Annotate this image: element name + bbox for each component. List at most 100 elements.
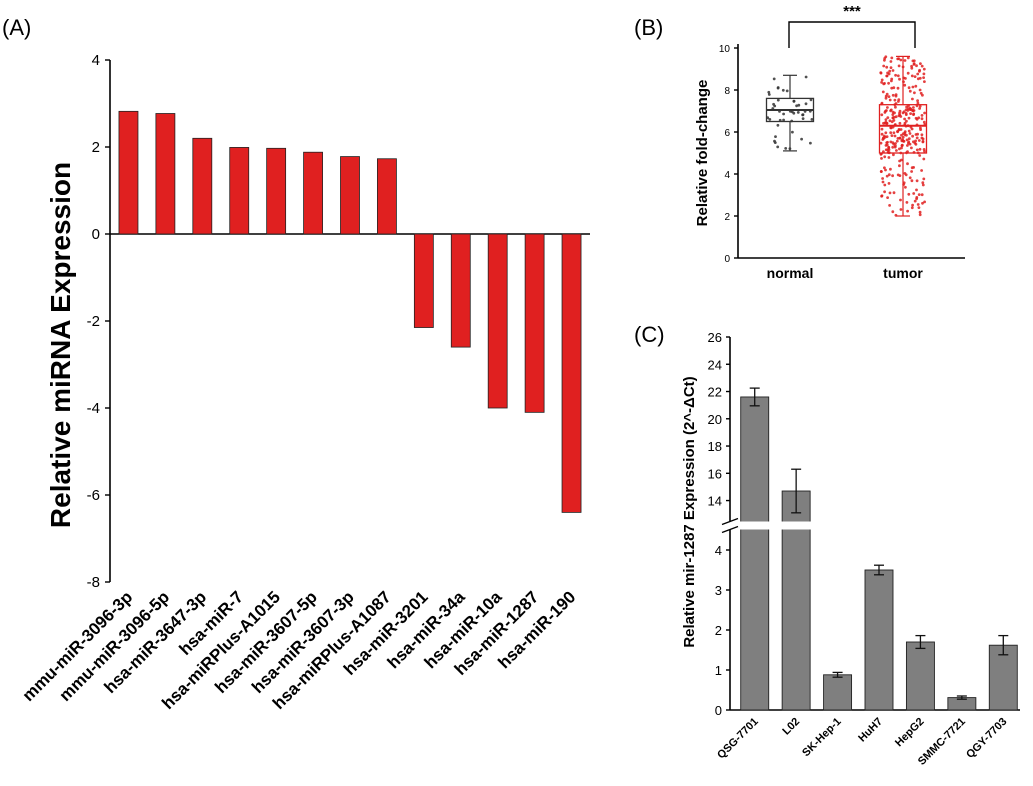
data-point-tumor [920, 114, 924, 117]
data-point-tumor [903, 131, 907, 135]
data-point-tumor [910, 206, 914, 210]
data-point-tumor [922, 177, 926, 181]
data-point-tumor [891, 116, 895, 120]
data-point-tumor [883, 155, 887, 159]
data-point-tumor [886, 106, 889, 109]
bar-mmu-mir-3096-5p [155, 113, 176, 235]
data-point-tumor [885, 65, 889, 69]
data-point-tumor [915, 136, 919, 140]
data-point-tumor [892, 153, 895, 157]
data-point-tumor [920, 169, 923, 172]
data-point-tumor [879, 71, 883, 74]
data-point-tumor [888, 98, 892, 102]
panel-c-label: (C) [634, 322, 665, 347]
bar-hsa-mirplus-a1015 [266, 147, 287, 235]
data-point-tumor [912, 59, 916, 63]
data-point-tumor [911, 134, 914, 138]
data-point-tumor [894, 115, 898, 119]
data-point-normal [776, 145, 780, 149]
data-point-tumor [898, 136, 902, 140]
bar-mmu-mir-3096-3p [118, 110, 139, 235]
data-point-normal [792, 111, 796, 115]
data-point-tumor [906, 56, 910, 60]
data-point-normal [772, 102, 775, 106]
bar-hsa-mir-1287 [524, 233, 545, 413]
bar-hepg2 [905, 641, 935, 711]
panel-c-y-tick-label: 3 [715, 583, 722, 598]
data-point-normal [781, 88, 785, 92]
data-point-tumor [921, 181, 925, 185]
panel-a-bar-chart: (A) Relative miRNA Expression 4 2 0 -2 -4 -6 -… [2, 15, 590, 713]
data-point-tumor [913, 75, 917, 78]
data-point-tumor [898, 147, 901, 151]
data-point-tumor [921, 93, 924, 97]
data-point-normal [776, 86, 780, 89]
data-point-tumor [914, 133, 918, 136]
data-point-tumor [887, 146, 891, 150]
data-point-tumor [918, 147, 922, 151]
data-point-tumor [879, 170, 883, 174]
data-point-tumor [915, 117, 919, 121]
data-point-tumor [914, 142, 918, 146]
data-point-tumor [900, 146, 903, 150]
data-point-tumor [897, 57, 901, 60]
data-point-tumor [884, 118, 888, 121]
data-point-tumor [909, 112, 912, 115]
data-point-tumor [884, 168, 887, 172]
data-point-tumor [880, 101, 884, 105]
data-point-tumor [879, 141, 883, 145]
data-point-tumor [880, 78, 884, 82]
bar-hsa-mir-3607-5p [303, 151, 323, 235]
data-point-tumor [904, 112, 908, 115]
data-point-tumor [887, 81, 890, 85]
data-point-tumor [888, 119, 892, 123]
data-point-tumor [891, 69, 895, 72]
panel-c-y-tick-label: 0 [715, 703, 722, 718]
data-point-tumor [886, 140, 889, 144]
data-point-tumor [887, 182, 891, 185]
data-point-tumor [884, 94, 888, 98]
data-point-normal [797, 103, 801, 107]
data-point-tumor [881, 177, 884, 180]
data-point-tumor [882, 121, 885, 125]
data-point-tumor [912, 113, 915, 116]
data-point-tumor [883, 166, 886, 170]
bar-qgy-7703 [988, 644, 1018, 711]
data-point-normal [772, 77, 776, 81]
data-point-tumor [907, 137, 911, 141]
data-point-tumor [898, 77, 901, 81]
x-label-hepg2: HepG2 [893, 716, 927, 750]
data-point-tumor [891, 113, 895, 116]
data-point-tumor [906, 209, 909, 213]
data-point-normal [809, 141, 812, 145]
panel-c-y-tick-label: 16 [708, 466, 722, 481]
panel-b-y-tick-label: 10 [719, 44, 731, 55]
x-label-l02: L02 [780, 716, 802, 738]
panel-a-label: (A) [2, 15, 31, 40]
data-point-normal [804, 75, 808, 79]
data-point-tumor [883, 183, 887, 187]
data-point-tumor [880, 157, 883, 160]
data-point-tumor [883, 111, 887, 114]
data-point-normal [801, 113, 805, 117]
panel-c-y-tick-label: 1 [715, 663, 722, 678]
data-point-tumor [880, 194, 884, 198]
data-point-tumor [919, 128, 922, 132]
data-point-tumor [896, 86, 900, 90]
data-point-tumor [894, 142, 897, 145]
panel-c-y-tick-label: 4 [715, 543, 722, 558]
data-point-tumor [921, 140, 925, 144]
data-point-tumor [890, 134, 894, 138]
data-point-tumor [923, 111, 926, 115]
data-point-tumor [910, 179, 914, 183]
panel-b-label: (B) [634, 15, 663, 40]
data-point-normal [767, 93, 771, 96]
data-point-tumor [907, 129, 911, 133]
data-point-tumor [920, 193, 924, 197]
data-point-tumor [917, 139, 921, 142]
data-point-tumor [914, 84, 918, 88]
data-point-tumor [890, 86, 894, 90]
data-point-tumor [910, 146, 913, 150]
panel-b-y-tick-label: 6 [724, 128, 730, 139]
data-point-tumor [883, 58, 886, 62]
